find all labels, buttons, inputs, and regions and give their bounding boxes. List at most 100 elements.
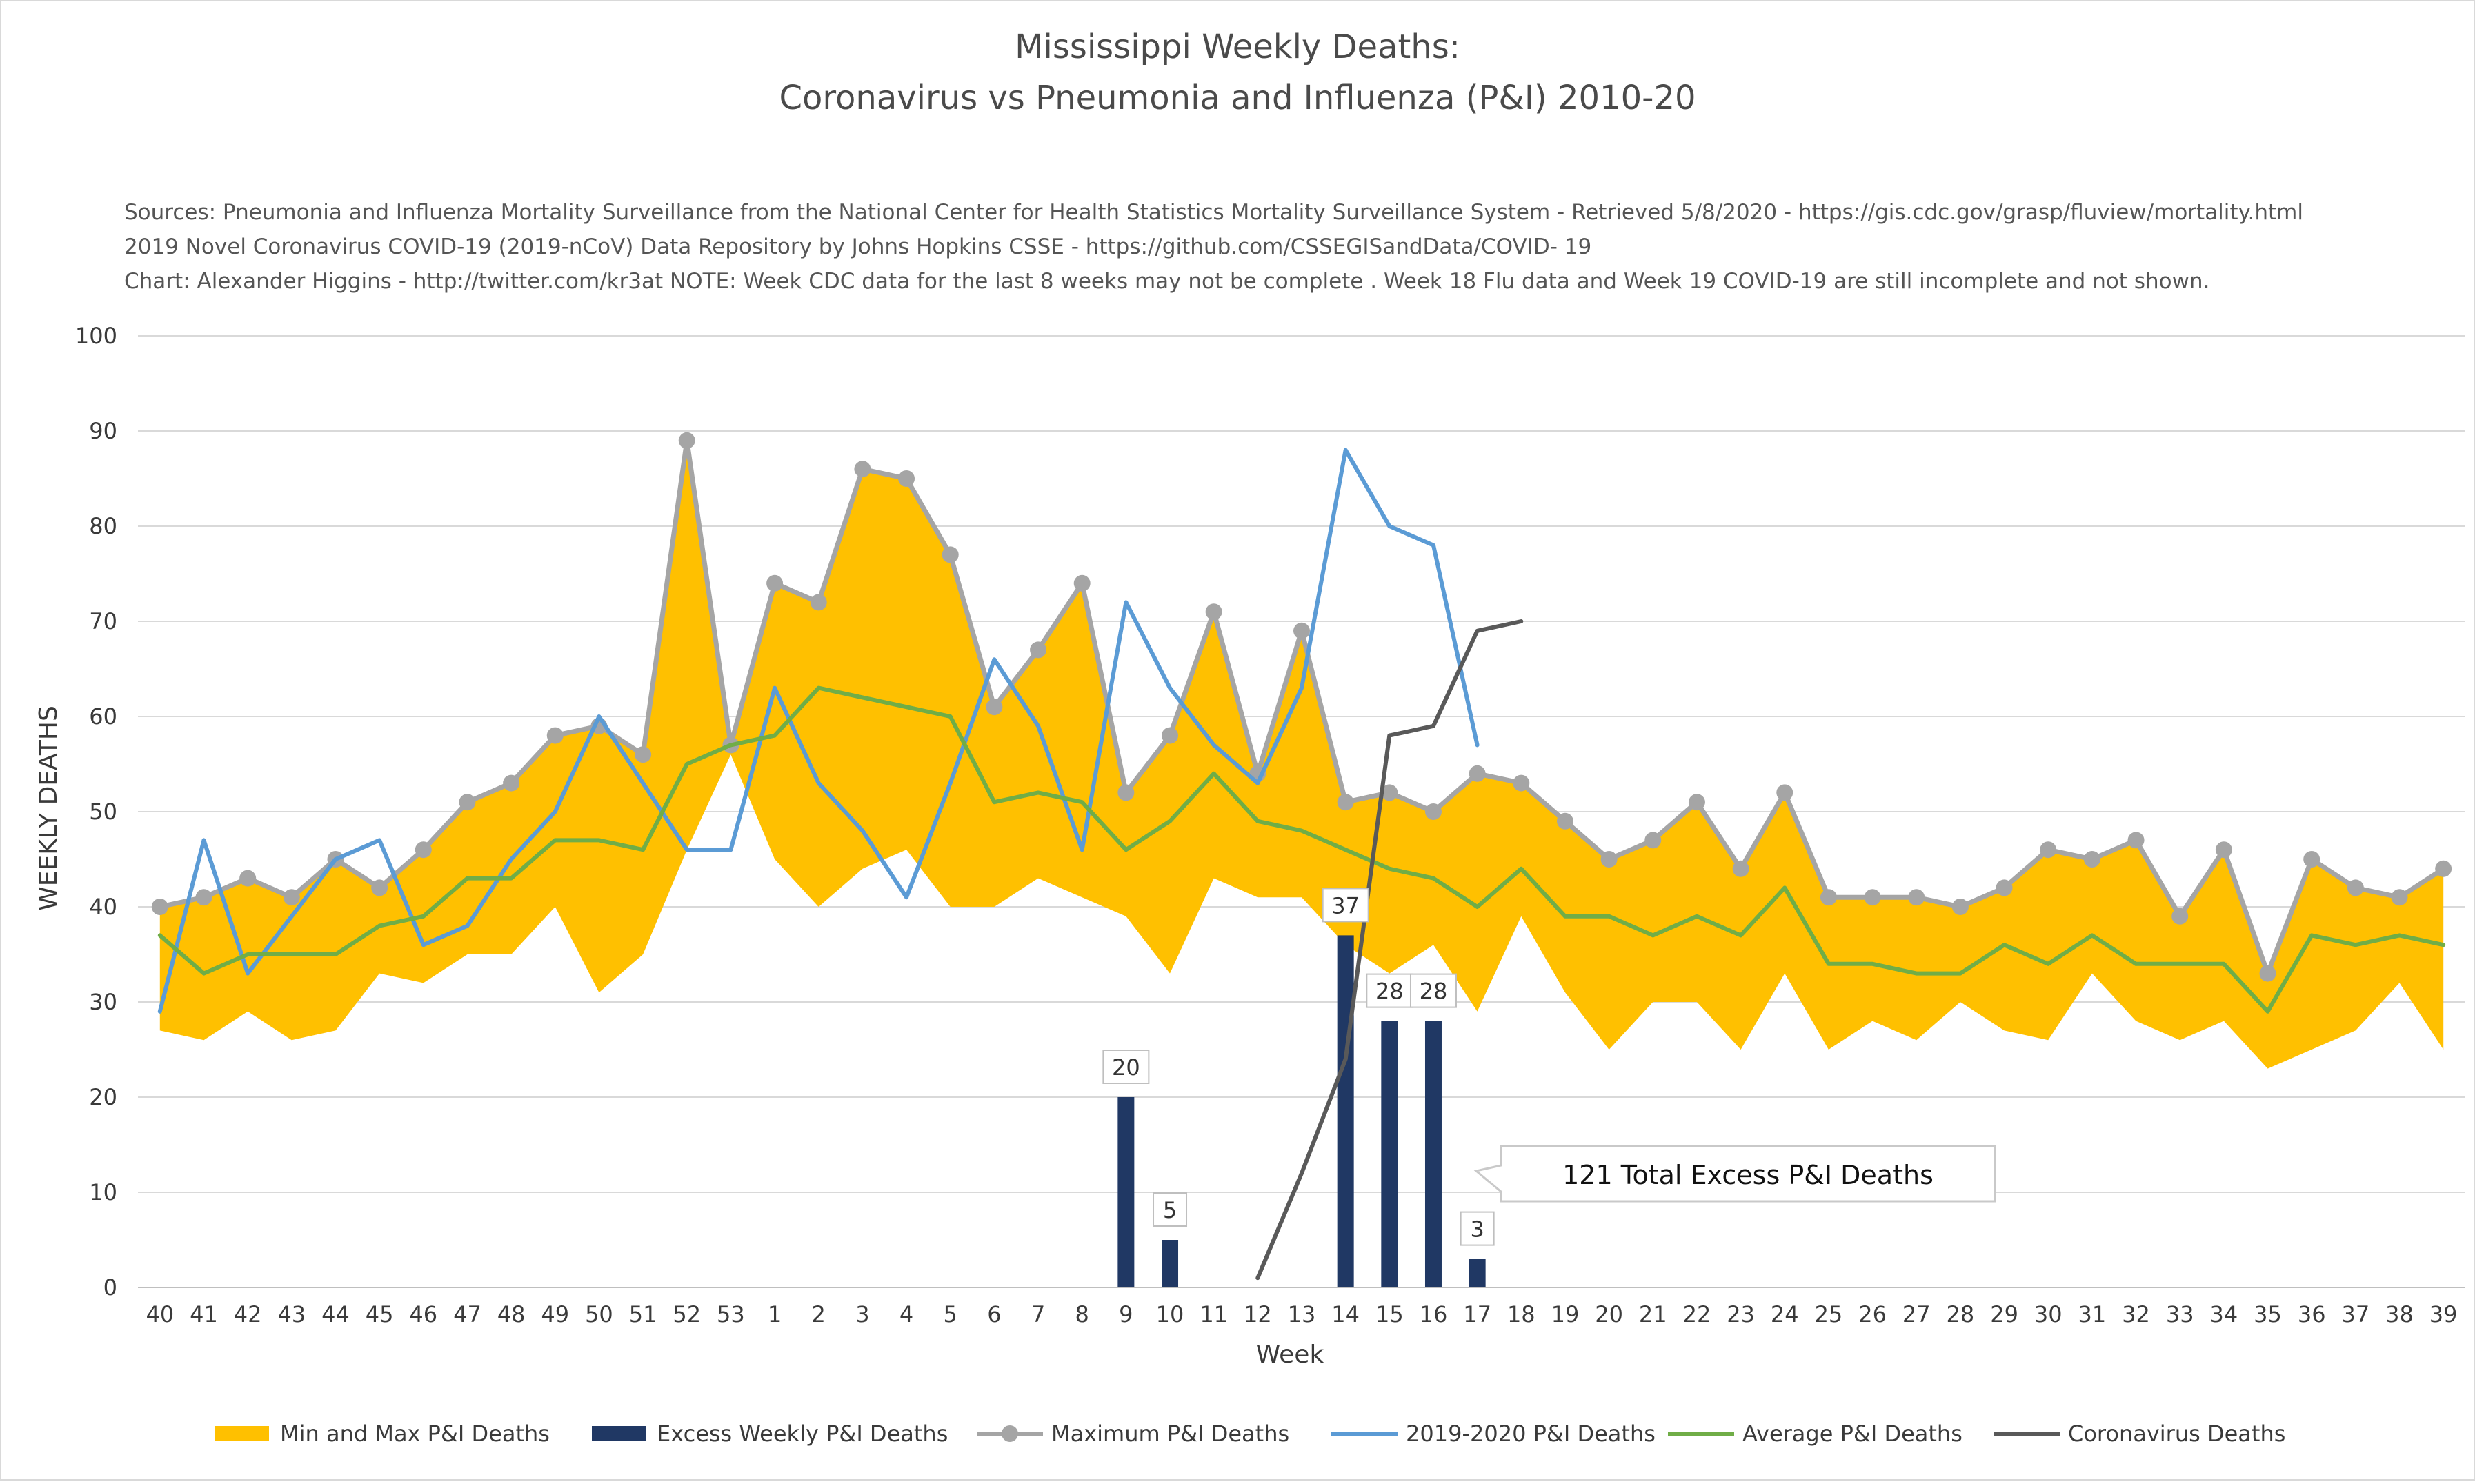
- maximum-p-i-deaths-point-week-3: [854, 461, 871, 478]
- maximum-p-i-deaths-point-week-2: [810, 594, 827, 611]
- x-tick-label-24: 24: [1771, 1301, 1799, 1327]
- maximum-p-i-deaths-point-week-9: [1117, 784, 1135, 801]
- maximum-p-i-deaths-point-week-6: [986, 699, 1003, 716]
- data-label-week-15: 28: [1375, 979, 1404, 1005]
- maximum-p-i-deaths-point-week-43: [283, 889, 300, 906]
- x-tick-label-44: 44: [321, 1301, 350, 1327]
- x-tick-label-23: 23: [1727, 1301, 1755, 1327]
- maximum-p-i-deaths-point-week-46: [415, 841, 432, 859]
- maximum-p-i-deaths-point-week-39: [2435, 860, 2452, 877]
- average-p-i-deaths-line: [157, 685, 2446, 1014]
- x-tick-label-36: 36: [2298, 1301, 2326, 1327]
- maximum-p-i-deaths-point-week-22: [1688, 794, 1705, 811]
- maximum-p-i-deaths-point-week-52: [678, 432, 695, 449]
- excess-bar-week-9: [1117, 1097, 1135, 1287]
- maximum-p-i-deaths-point-week-7: [1030, 641, 1047, 659]
- x-tick-label-42: 42: [234, 1301, 262, 1327]
- y-tick-label-20: 20: [89, 1084, 117, 1110]
- x-axis-title: Week: [1256, 1341, 1324, 1369]
- y-tick-label-30: 30: [89, 989, 117, 1015]
- bar-data-labels: 20 5 37 28 28 3: [1102, 888, 1495, 1246]
- maximum-p-i-deaths-point-week-4: [898, 470, 915, 487]
- maximum-p-i-deaths-point-week-11: [1205, 603, 1222, 621]
- maximum-p-i-deaths-point-week-35: [2259, 965, 2276, 982]
- x-tick-label-50: 50: [585, 1301, 613, 1327]
- legend-swatch-min-and-max-p-i-deaths: [215, 1426, 269, 1441]
- min-max-band-area: [159, 440, 2444, 1069]
- x-tick-label-38: 38: [2385, 1301, 2414, 1327]
- y-tick-label-60: 60: [89, 703, 117, 730]
- y-tick-label-0: 0: [103, 1274, 117, 1301]
- x-tick-label-33: 33: [2166, 1301, 2194, 1327]
- y-tick-label-80: 80: [89, 513, 117, 539]
- x-tick-label-53: 53: [717, 1301, 745, 1327]
- maximum-p-i-deaths-point-week-27: [1908, 889, 1925, 906]
- maximum-p-i-deaths-point-week-21: [1644, 832, 1662, 849]
- x-tick-label-19: 19: [1551, 1301, 1580, 1327]
- maximum-p-i-deaths-point-week-45: [371, 879, 388, 896]
- coronavirus-deaths-line: [1255, 619, 1524, 1281]
- data-label-box-week-10: [1153, 1192, 1188, 1227]
- data-label-week-16: 28: [1420, 979, 1448, 1005]
- maximum-p-i-deaths-point-week-26: [1864, 889, 1881, 906]
- chart-title-line-1: Mississippi Weekly Deaths:: [1015, 28, 1460, 66]
- source-line-3: Chart: Alexander Higgins - http://twitte…: [124, 269, 2209, 294]
- x-tick-label-31: 31: [2078, 1301, 2107, 1327]
- legend-label-min-and-max-p-i-deaths: Min and Max P&I Deaths: [280, 1421, 550, 1447]
- x-tick-label-9: 9: [1119, 1301, 1133, 1327]
- maximum-p-i-deaths-point-week-15: [1381, 784, 1398, 801]
- y-tick-label-100: 100: [75, 323, 117, 349]
- chart-title-line-2: Coronavirus vs Pneumonia and Influenza (…: [779, 79, 1696, 117]
- maximum-p-i-deaths-point-week-32: [2127, 832, 2145, 849]
- maximum-p-i-deaths-point-week-5: [942, 546, 959, 563]
- legend-label-coronavirus-deaths: Coronavirus Deaths: [2068, 1421, 2285, 1447]
- maximum-p-i-deaths-point-week-13: [1293, 622, 1310, 639]
- x-tick-label-45: 45: [366, 1301, 394, 1327]
- y-axis-title: WEEKLY DEATHS: [34, 705, 63, 911]
- x-tick-label-34: 34: [2210, 1301, 2238, 1327]
- legend-label-average-p-i-deaths: Average P&I Deaths: [1742, 1421, 1962, 1447]
- annotation-callout: 121 Total Excess P&I Deaths: [1473, 1145, 1996, 1203]
- excess-bar-week-14: [1337, 935, 1354, 1287]
- excess-bar-week-17: [1469, 1259, 1486, 1287]
- x-tick-label-48: 48: [497, 1301, 526, 1327]
- legend-label-maximum-p-i-deaths: Maximum P&I Deaths: [1051, 1421, 1289, 1447]
- data-label-week-17: 3: [1470, 1216, 1484, 1243]
- legend-label-2019-2020-p-i-deaths: 2019-2020 P&I Deaths: [1406, 1421, 1656, 1447]
- callout-box: [1473, 1145, 1996, 1203]
- maximum-p-i-deaths-point-week-19: [1556, 812, 1573, 830]
- x-tick-label-17: 17: [1463, 1301, 1491, 1327]
- maximum-p-i-deaths-point-week-20: [1600, 851, 1618, 868]
- maximum-p-i-deaths-point-week-30: [2040, 841, 2057, 859]
- maximum-p-i-deaths-point-week-29: [1996, 879, 2013, 896]
- x-tick-label-51: 51: [629, 1301, 657, 1327]
- x-tick-label-11: 11: [1200, 1301, 1228, 1327]
- legend: Min and Max P&I Deaths Excess Weekly P&I …: [215, 1421, 2285, 1447]
- excess-bar-week-16: [1424, 1021, 1442, 1287]
- x-tick-label-1: 1: [768, 1301, 782, 1327]
- x-tick-label-20: 20: [1595, 1301, 1623, 1327]
- maximum-p-i-deaths-point-week-42: [239, 870, 257, 887]
- maximum-p-i-deaths-point-week-17: [1469, 765, 1486, 782]
- data-label-box-week-14: [1322, 888, 1369, 923]
- maximum-p-i-deaths-point-week-34: [2215, 841, 2232, 859]
- maximum-p-i-deaths-point-week-40: [151, 899, 168, 915]
- x-axis: 40 41 42 43 44 45 46 47 48 49 50 51 52 53 1 2 3 4 5 6 7 8 9 10 1…: [146, 1301, 2457, 1327]
- maximum-p-i-deaths-point-week-36: [2303, 851, 2320, 868]
- x-tick-label-49: 49: [541, 1301, 569, 1327]
- x-tick-label-40: 40: [146, 1301, 174, 1327]
- x-tick-label-12: 12: [1244, 1301, 1272, 1327]
- y-axis: 0 10 20 30 40 50 60 70 80 90 100: [75, 323, 117, 1301]
- maximum-p-i-deaths-point-week-8: [1073, 574, 1091, 592]
- excess-bar-week-15: [1381, 1021, 1398, 1287]
- y-tick-label-90: 90: [89, 418, 117, 444]
- x-tick-label-21: 21: [1639, 1301, 1667, 1327]
- excess-bars: [1117, 935, 1486, 1287]
- x-tick-label-26: 26: [1858, 1301, 1887, 1327]
- maximum-p-i-deaths-point-week-31: [2083, 851, 2100, 868]
- legend-swatch-excess-weekly-p-i-deaths: [592, 1426, 646, 1441]
- legend-label-excess-weekly-p-i-deaths: Excess Weekly P&I Deaths: [657, 1421, 948, 1447]
- data-label-box-week-16: [1409, 973, 1457, 1008]
